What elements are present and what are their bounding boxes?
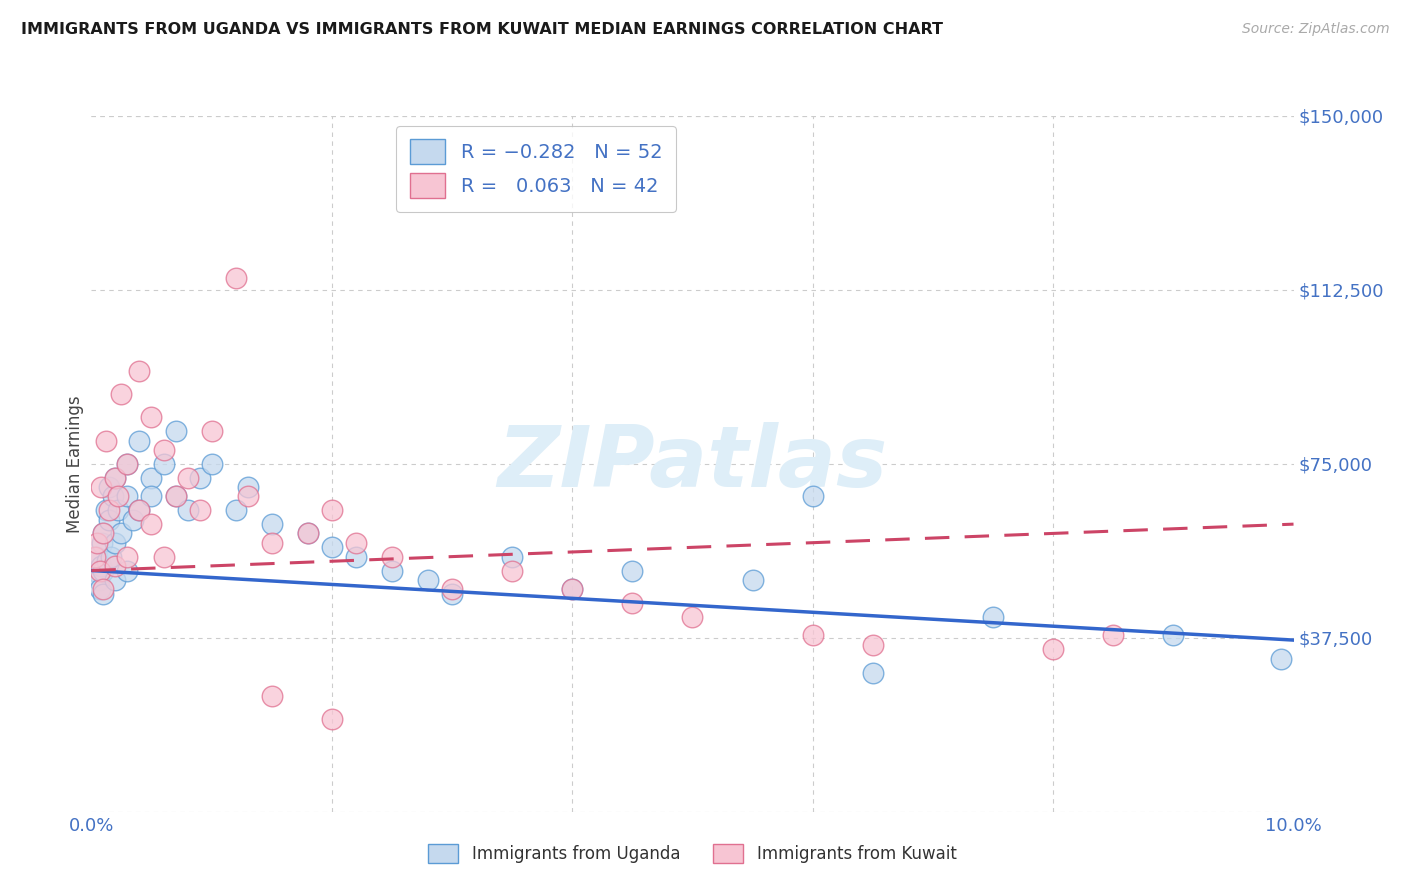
Point — [101, 489, 124, 503]
Point — [260, 689, 283, 703]
Text: IMMIGRANTS FROM UGANDA VS IMMIGRANTS FROM KUWAIT MEDIAN EARNINGS CORRELATION CHA: IMMIGRANTS FROM UGANDA VS IMMIGRANTS FRO… — [21, 22, 943, 37]
Point — [98, 503, 121, 517]
Point — [93, 526, 115, 541]
Point — [89, 582, 111, 596]
Point — [260, 535, 283, 549]
Point — [381, 549, 404, 564]
Point — [188, 471, 211, 485]
Text: Source: ZipAtlas.com: Source: ZipAtlas.com — [1241, 22, 1389, 37]
Point — [87, 573, 110, 587]
Point — [93, 582, 115, 596]
Point — [117, 457, 139, 471]
Point — [128, 364, 150, 378]
Point — [621, 596, 644, 610]
Text: ZIPatlas: ZIPatlas — [498, 422, 887, 506]
Y-axis label: Median Earnings: Median Earnings — [66, 395, 84, 533]
Point — [1042, 642, 1064, 657]
Point — [981, 610, 1004, 624]
Point — [117, 564, 139, 578]
Point — [100, 549, 122, 564]
Point — [93, 587, 115, 601]
Point — [152, 549, 174, 564]
Point — [93, 526, 115, 541]
Point — [561, 582, 583, 596]
Point — [104, 471, 127, 485]
Point — [501, 564, 523, 578]
Point — [201, 425, 224, 439]
Point — [344, 549, 367, 564]
Point — [141, 517, 163, 532]
Point — [128, 434, 150, 448]
Point — [1270, 651, 1292, 665]
Legend: Immigrants from Uganda, Immigrants from Kuwait: Immigrants from Uganda, Immigrants from … — [422, 837, 963, 870]
Point — [152, 457, 174, 471]
Point — [176, 503, 198, 517]
Point — [1161, 628, 1184, 642]
Point — [165, 489, 187, 503]
Point — [801, 628, 824, 642]
Point — [741, 573, 763, 587]
Point — [104, 558, 127, 573]
Point — [98, 480, 121, 494]
Point — [91, 535, 114, 549]
Point — [141, 410, 163, 425]
Point — [440, 582, 463, 596]
Point — [104, 471, 127, 485]
Point — [501, 549, 523, 564]
Point — [862, 665, 884, 680]
Point — [117, 549, 139, 564]
Point — [117, 457, 139, 471]
Point — [165, 425, 187, 439]
Point — [117, 489, 139, 503]
Point — [104, 573, 127, 587]
Point — [84, 564, 107, 578]
Point — [104, 535, 127, 549]
Point — [94, 503, 117, 517]
Point — [90, 480, 112, 494]
Point — [84, 549, 107, 564]
Point — [110, 387, 132, 401]
Point — [321, 503, 343, 517]
Point — [236, 480, 259, 494]
Point — [440, 587, 463, 601]
Point — [381, 564, 404, 578]
Point — [128, 503, 150, 517]
Point — [128, 503, 150, 517]
Point — [321, 541, 343, 555]
Point — [681, 610, 703, 624]
Point — [862, 638, 884, 652]
Point — [90, 558, 112, 573]
Point — [93, 564, 115, 578]
Point — [122, 512, 145, 526]
Point — [297, 526, 319, 541]
Point — [141, 489, 163, 503]
Point — [141, 471, 163, 485]
Point — [321, 712, 343, 726]
Point — [561, 582, 583, 596]
Point — [260, 517, 283, 532]
Point — [621, 564, 644, 578]
Point — [96, 554, 118, 568]
Point — [1102, 628, 1125, 642]
Point — [152, 442, 174, 457]
Point — [107, 503, 129, 517]
Point — [297, 526, 319, 541]
Point — [110, 526, 132, 541]
Point — [86, 549, 108, 564]
Point — [98, 512, 121, 526]
Point — [344, 535, 367, 549]
Point — [225, 271, 247, 285]
Point — [165, 489, 187, 503]
Point — [801, 489, 824, 503]
Point — [236, 489, 259, 503]
Point — [107, 489, 129, 503]
Point — [201, 457, 224, 471]
Point — [94, 434, 117, 448]
Point — [225, 503, 247, 517]
Point — [188, 503, 211, 517]
Point — [416, 573, 439, 587]
Point — [86, 535, 108, 549]
Point — [176, 471, 198, 485]
Point — [89, 564, 111, 578]
